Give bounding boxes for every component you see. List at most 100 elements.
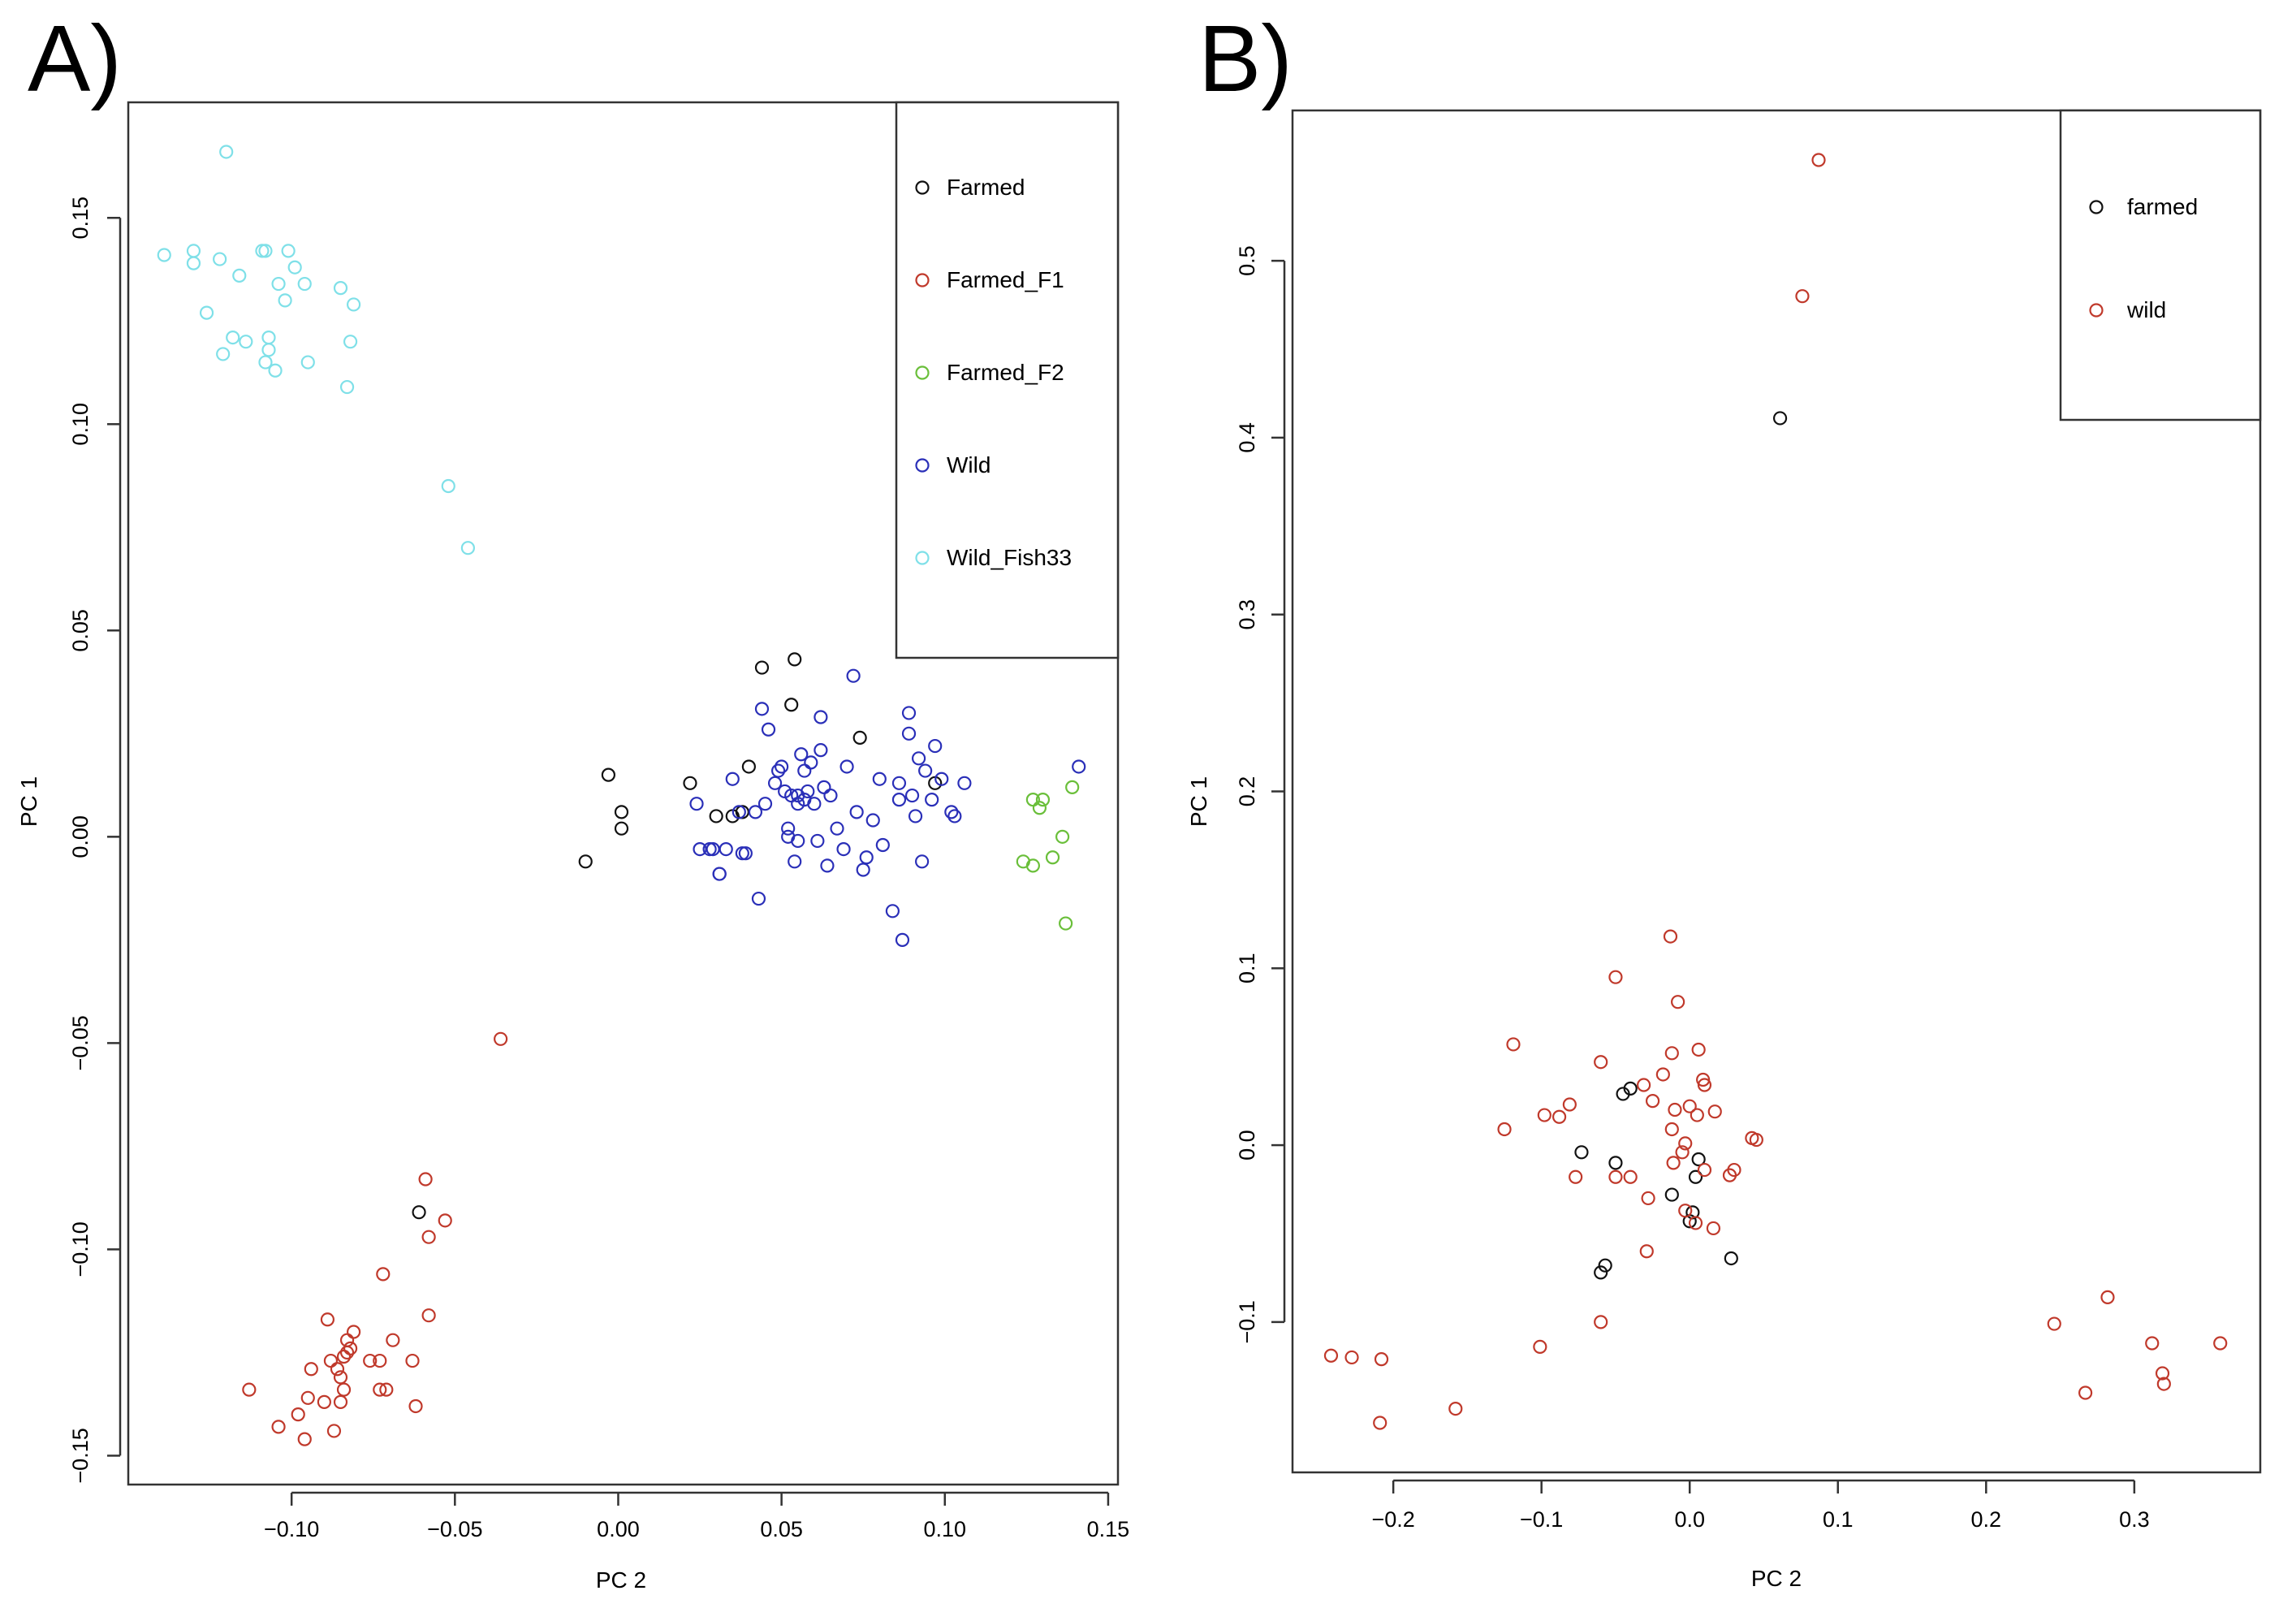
data-point xyxy=(1811,153,1826,167)
legend-marker xyxy=(915,273,930,287)
data-point xyxy=(1448,1401,1463,1416)
data-point xyxy=(441,478,455,494)
data-point xyxy=(1608,1156,1623,1170)
data-point xyxy=(885,904,900,919)
panel-b-legend-box xyxy=(2059,109,2262,421)
data-point xyxy=(852,730,867,746)
panel-a-y-axis: 0.15 0.10 0.05 0.00 −0.05 −0.10 −0.15 xyxy=(68,197,122,1484)
x-tick-label: 0.0 xyxy=(1674,1507,1705,1532)
data-point xyxy=(748,805,763,819)
data-point xyxy=(823,788,838,803)
data-point xyxy=(1696,1072,1711,1087)
data-point xyxy=(1655,1067,1670,1082)
data-point xyxy=(333,1370,348,1385)
data-point xyxy=(300,1390,315,1405)
panel-a-y-label: PC 1 xyxy=(16,776,41,827)
legend-marker xyxy=(2089,303,2104,318)
data-point xyxy=(836,841,851,857)
data-point xyxy=(1722,1168,1737,1182)
x-tick-label: 0.05 xyxy=(760,1517,803,1541)
data-point xyxy=(754,702,770,716)
legend-label: wild xyxy=(2126,297,2166,322)
data-point xyxy=(1072,759,1086,774)
data-point xyxy=(1663,929,1678,944)
x-tick-label: −0.05 xyxy=(427,1517,482,1541)
data-point xyxy=(1795,289,1810,304)
series-farmed xyxy=(1574,411,1788,1280)
data-point xyxy=(757,797,773,811)
data-point xyxy=(219,145,234,159)
data-point xyxy=(788,854,802,869)
data-point xyxy=(297,1432,312,1446)
data-point xyxy=(859,850,874,865)
data-point xyxy=(2100,1290,2115,1304)
data-point xyxy=(1598,1258,1612,1273)
data-point xyxy=(1506,1037,1521,1052)
y-tick-label: 0.4 xyxy=(1235,422,1259,453)
y-tick-label: 0.5 xyxy=(1235,245,1259,276)
data-point xyxy=(186,244,201,258)
legend-label: Farmed xyxy=(947,175,1025,200)
data-point xyxy=(957,776,972,790)
data-point xyxy=(261,343,276,357)
x-tick-label: −0.1 xyxy=(1520,1507,1563,1532)
data-point xyxy=(820,858,835,873)
data-point xyxy=(801,784,815,799)
series-farmed-f2 xyxy=(1016,780,1080,931)
series-wild xyxy=(689,668,1086,947)
panel-a-plot-frame xyxy=(127,101,1120,1486)
data-point xyxy=(875,837,890,853)
panel-a: A) −0.10 −0.05 0.00 0.05 0.10 0.15 0.150.100.… xyxy=(16,6,1129,1593)
data-point xyxy=(226,330,240,345)
data-point xyxy=(1594,1315,1608,1329)
data-point xyxy=(330,1362,345,1377)
y-tick-label: −0.05 xyxy=(68,1015,93,1070)
data-point xyxy=(363,1353,378,1368)
legend-marker xyxy=(915,180,930,195)
data-point xyxy=(1688,1169,1703,1184)
data-point xyxy=(333,1394,348,1409)
data-point xyxy=(1533,1339,1547,1354)
data-point xyxy=(1608,970,1623,984)
data-point xyxy=(186,256,201,270)
data-point xyxy=(1691,1042,1706,1057)
panel-b-y-axis: 0.5 0.4 0.3 0.2 0.1 0.0 −0.1 xyxy=(1235,245,1286,1344)
data-point xyxy=(754,660,770,675)
legend-marker xyxy=(2089,200,2104,214)
panel-b-label: B) xyxy=(1198,6,1293,111)
data-point xyxy=(317,1394,331,1409)
data-point xyxy=(895,932,910,947)
legend-marker xyxy=(915,365,930,380)
data-point xyxy=(2155,1366,2170,1381)
data-point xyxy=(767,776,783,790)
data-point xyxy=(770,763,786,778)
data-point xyxy=(947,809,962,823)
data-point xyxy=(373,1353,387,1368)
x-tick-label: 0.10 xyxy=(923,1517,966,1541)
data-point xyxy=(287,260,302,274)
data-point xyxy=(1706,1221,1721,1236)
data-point xyxy=(1637,1078,1651,1092)
y-tick-label: 0.1 xyxy=(1235,953,1259,984)
data-point xyxy=(242,1382,257,1397)
data-point xyxy=(418,1172,433,1187)
data-point xyxy=(323,1353,339,1368)
data-point xyxy=(915,854,930,869)
panel-b-x-label: PC 2 xyxy=(1751,1566,1802,1591)
panel-b-points xyxy=(1323,153,2228,1430)
data-point xyxy=(614,805,629,819)
data-point xyxy=(405,1353,420,1368)
data-point xyxy=(1025,858,1040,873)
data-point xyxy=(732,805,746,819)
y-tick-label: −0.1 xyxy=(1235,1300,1259,1343)
data-point xyxy=(339,379,355,395)
data-point xyxy=(741,759,756,774)
data-point xyxy=(1323,1348,1339,1363)
panel-b: B) −0.2 −0.1 0.0 0.1 0.2 0.3 0.50.40.30.20.10… xyxy=(1186,6,2262,1591)
data-point xyxy=(339,1345,355,1360)
data-point xyxy=(1688,1216,1703,1230)
data-point xyxy=(928,738,943,754)
y-tick-label: −0.15 xyxy=(68,1428,93,1483)
data-point xyxy=(918,763,933,778)
data-point xyxy=(788,652,802,667)
